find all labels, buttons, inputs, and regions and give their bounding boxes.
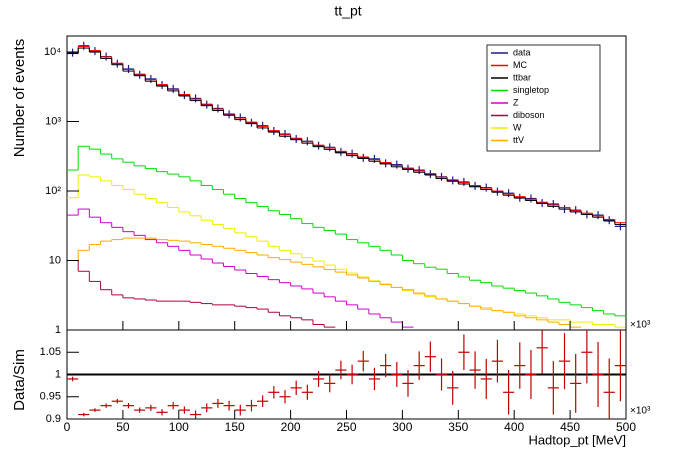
legend-label: diboson	[513, 110, 545, 120]
chart-title: tt_pt	[334, 3, 361, 19]
y-tick-label: 10²	[45, 185, 61, 197]
x-multiplier: ×10³	[630, 406, 651, 417]
y-tick-label: 10	[49, 254, 61, 266]
y-tick-label: 0.95	[40, 391, 61, 403]
legend	[486, 44, 601, 152]
legend-label: ttV	[513, 135, 524, 145]
y-tick-label: 0.9	[46, 413, 61, 425]
legend-label: Z	[513, 97, 519, 107]
x-tick-label: 250	[336, 420, 356, 434]
y-tick-label: 10⁴	[44, 46, 61, 58]
y-tick-label: 1.05	[40, 346, 61, 358]
x-tick-label: 200	[281, 420, 301, 434]
y-axis-label: Data/Sim	[11, 349, 28, 411]
legend-label: data	[513, 47, 531, 57]
x-tick-label: 150	[225, 420, 245, 434]
legend-label: W	[513, 122, 522, 132]
y-tick-label: 1	[55, 368, 61, 380]
x-tick-label: 350	[448, 420, 468, 434]
legend-label: MC	[513, 60, 527, 70]
legend-label: ttbar	[513, 72, 531, 82]
x-axis-label: Hadtop_pt [MeV]	[528, 432, 626, 447]
x-tick-label: 100	[169, 420, 189, 434]
y-axis-label: Number of events	[11, 39, 28, 157]
x-tick-label: 300	[392, 420, 412, 434]
x-tick-label: 0	[64, 420, 71, 434]
y-tick-label: 10³	[45, 115, 61, 127]
legend-label: singletop	[513, 85, 549, 95]
x-tick-label: 50	[116, 420, 130, 434]
x-tick-label: 450	[560, 420, 580, 434]
x-tick-label: 400	[504, 420, 524, 434]
x-multiplier: ×10³	[630, 320, 651, 331]
x-tick-label: 500	[616, 420, 636, 434]
y-tick-label: 1	[55, 324, 61, 336]
